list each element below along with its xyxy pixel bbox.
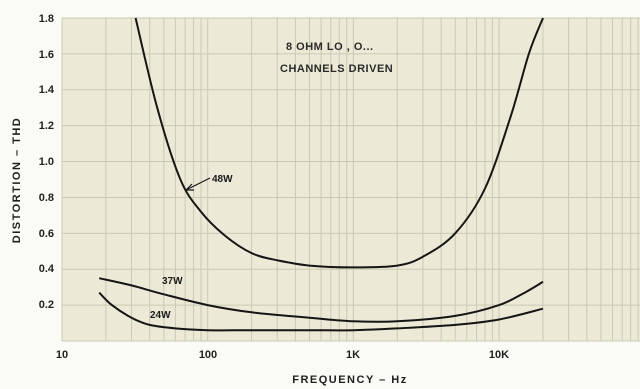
chart-annotation-line-2: CHANNELS DRIVEN xyxy=(280,63,393,75)
y-tick-label: 1.8 xyxy=(39,13,54,25)
y-tick-label: 1.6 xyxy=(39,49,54,61)
curves xyxy=(98,17,544,332)
y-tick-label: 0.4 xyxy=(39,263,55,275)
y-tick-label: 1.2 xyxy=(39,120,54,132)
y-axis-title: DISTORTION – THD xyxy=(11,117,23,243)
series-label-pointer xyxy=(185,177,211,191)
series-label-37w: 37W xyxy=(162,276,183,287)
series-line-24w xyxy=(98,291,544,332)
x-tick-label: 100 xyxy=(199,349,217,361)
plot-background xyxy=(62,18,640,341)
x-axis-title: FREQUENCY – Hz xyxy=(292,374,408,386)
x-tick-label: 1K xyxy=(346,349,360,361)
series-line-37w xyxy=(98,277,544,323)
series-line-48w xyxy=(134,17,544,269)
x-tick-labels: 10 100 1K 10K xyxy=(56,349,509,361)
y-tick-label: 0.2 xyxy=(39,299,54,311)
series-label-48w: 48W xyxy=(212,174,233,185)
y-tick-label: 1.4 xyxy=(39,84,55,96)
x-tick-label: 10K xyxy=(489,349,509,361)
chart-annotation-line-1: 8 OHM LO , O... xyxy=(286,41,374,53)
y-tick-label: 0.6 xyxy=(39,228,54,240)
y-tick-label: 0.8 xyxy=(39,192,54,204)
series-label-24w: 24W xyxy=(150,310,171,321)
y-tick-label: 1.0 xyxy=(39,156,54,168)
y-tick-labels: 1.8 1.6 1.4 1.2 1.0 0.8 0.6 0.4 0.2 xyxy=(39,13,55,311)
x-tick-label: 10 xyxy=(56,349,68,361)
